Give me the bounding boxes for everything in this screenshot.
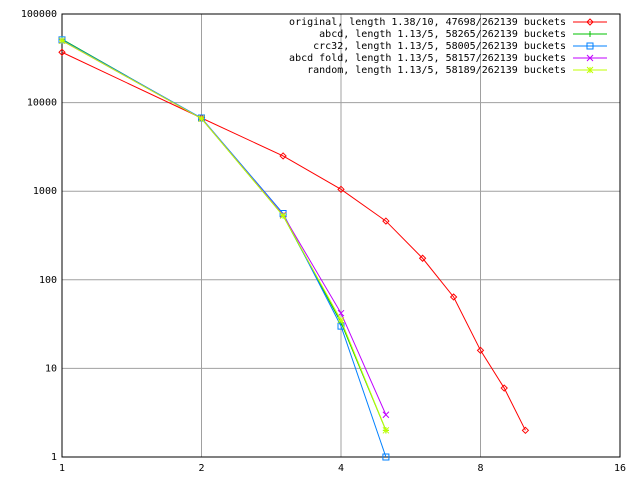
- y-tick-label: 1000: [33, 186, 57, 197]
- legend-label: original, length 1.38/10, 47698/262139 b…: [289, 17, 566, 28]
- legend-label: random, length 1.13/5, 58189/262139 buck…: [307, 65, 566, 76]
- series-line: [61, 51, 526, 431]
- x-tick-label: 4: [338, 463, 344, 474]
- legend-label: abcd fold, length 1.13/5, 58157/262139 b…: [289, 53, 566, 64]
- marker: [586, 18, 594, 26]
- legend-label: crc32, length 1.13/5, 58005/262139 bucke…: [313, 41, 566, 52]
- y-tick-label: 100: [39, 275, 57, 286]
- marker: [382, 453, 390, 461]
- legend-label: abcd, length 1.13/5, 58265/262139 bucket…: [319, 29, 566, 40]
- marker: [476, 346, 485, 355]
- y-tick-label: 100000: [21, 9, 57, 20]
- marker: [279, 152, 287, 160]
- marker: [500, 384, 508, 392]
- marker: [279, 210, 287, 218]
- y-tick-label: 1: [51, 452, 57, 463]
- marker: [382, 411, 390, 419]
- marker: [586, 42, 594, 50]
- marker: [198, 115, 205, 122]
- marker: [337, 309, 345, 317]
- marker: [58, 37, 66, 45]
- marker: [587, 31, 593, 37]
- marker: [337, 316, 345, 324]
- marker: [279, 212, 287, 219]
- marker: [337, 185, 345, 194]
- marker: [449, 293, 458, 301]
- marker: [58, 48, 66, 56]
- marker: [521, 426, 530, 435]
- x-tick-label: 8: [477, 463, 483, 474]
- y-tick-label: 10000: [27, 98, 57, 109]
- x-tick-label: 1: [59, 463, 65, 474]
- marker: [586, 54, 594, 62]
- x-tick-label: 16: [614, 463, 626, 474]
- plot-border: [61, 13, 621, 458]
- marker: [586, 66, 594, 74]
- marker: [418, 254, 427, 262]
- marker: [382, 217, 390, 225]
- x-tick-label: 2: [198, 463, 204, 474]
- marker: [382, 426, 390, 434]
- y-tick-label: 10: [45, 363, 57, 374]
